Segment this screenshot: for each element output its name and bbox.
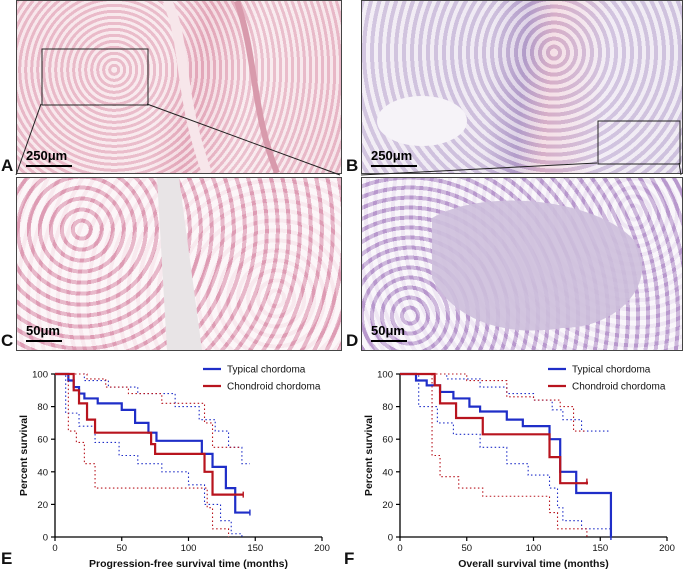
series-chondroid-ci-upper [400, 373, 587, 432]
x-tick-label: 150 [247, 543, 263, 554]
micrograph-d-texture [432, 200, 643, 331]
zoom-lines-b [360, 162, 682, 176]
x-tick-label: 100 [526, 543, 542, 554]
legend-label: Chondroid chordoma [227, 382, 321, 393]
y-tick-label: 60 [382, 435, 393, 446]
y-tick-label: 80 [382, 402, 393, 413]
panel-f: 0 20 40 60 80 100 0 50 100 150 200 Overall survival… [344, 353, 685, 571]
scale-bar-b: 250μm [371, 148, 417, 167]
y-tick-label: 40 [382, 467, 393, 478]
y-tick-label: 60 [37, 435, 48, 446]
series-chondroid-ci-lower [400, 373, 588, 537]
panel-e: 0 20 40 60 80 100 0 50 100 150 200 Progression-free… [0, 353, 345, 571]
scale-bar-a-line [26, 165, 72, 167]
zoom-lines-a [15, 103, 341, 176]
scale-bar-c-line [26, 340, 62, 342]
x-tick-label: 0 [397, 543, 402, 554]
x-tick-label: 100 [181, 543, 197, 554]
micrograph-b-texture [377, 96, 681, 165]
y-tick-label: 100 [377, 370, 393, 381]
legend-label: Typical chordoma [572, 365, 651, 376]
panel-label-c: C [1, 331, 14, 350]
x-tick-label: 0 [52, 543, 57, 554]
zoom-box-a [41, 48, 149, 106]
y-tick-label: 20 [382, 500, 393, 511]
x-axis-label: Progression-free survival time (months) [89, 558, 288, 570]
panel-b: 250μm B [345, 0, 685, 176]
micrograph-b [361, 0, 683, 174]
y-tick-label: 0 [43, 533, 48, 544]
x-tick-label: 200 [659, 543, 675, 554]
scale-bar-c: 50μm [26, 323, 62, 342]
y-tick-label: 40 [37, 467, 48, 478]
series-chondroid-line [400, 372, 588, 485]
scale-bar-d-label: 50μm [371, 323, 405, 338]
panel-d: 50μm D [345, 175, 685, 353]
panel-label-a: A [1, 156, 14, 175]
x-tick-label: 200 [314, 543, 330, 554]
panel-label-d: D [346, 331, 359, 350]
zoom-box-b [597, 120, 681, 165]
legend-label: Chondroid chordoma [572, 382, 666, 393]
scale-bar-a: 250μm [26, 148, 72, 167]
y-tick-label: 20 [37, 500, 48, 511]
y-axis-label: Percent survival [363, 415, 375, 496]
survival-chart-e: 0 20 40 60 80 100 0 50 100 150 200 Progression-free… [18, 365, 330, 571]
x-tick-label: 150 [592, 543, 608, 554]
panel-c: 50μm C [0, 175, 345, 353]
micrograph-a [16, 0, 342, 174]
x-tick-label: 50 [116, 543, 127, 554]
y-tick-label: 80 [37, 402, 48, 413]
scale-bar-b-line [371, 165, 417, 167]
micrograph-c [16, 177, 342, 351]
panel-label-f: F [344, 549, 355, 568]
panel-a: 250μm A [0, 0, 345, 176]
y-tick-label: 0 [388, 533, 393, 544]
series-typical-ci-lower [55, 373, 243, 537]
legend-label: Typical chordoma [227, 365, 306, 376]
scale-bar-d-line [371, 340, 407, 342]
micrograph-c-texture [157, 178, 202, 350]
x-tick-label: 50 [461, 543, 472, 554]
x-axis-label: Overall survival time (months) [458, 558, 609, 570]
series-typical-line [55, 372, 250, 514]
panel-label-b: B [346, 156, 359, 175]
panel-label-e: E [1, 549, 13, 568]
y-tick-label: 100 [32, 370, 48, 381]
micrograph-a-texture [41, 1, 280, 173]
scale-bar-a-label: 250μm [26, 148, 68, 163]
scale-bar-c-label: 50μm [26, 323, 60, 338]
series-typical-ci-upper [55, 373, 250, 465]
micrograph-d [361, 177, 683, 351]
survival-chart-f: 0 20 40 60 80 100 0 50 100 150 200 Overall survival… [363, 365, 675, 571]
y-axis-label: Percent survival [18, 415, 30, 496]
scale-bar-b-label: 250μm [371, 148, 413, 163]
series-chondroid-line [55, 372, 244, 496]
scale-bar-d: 50μm [371, 323, 407, 342]
series-chondroid-ci-lower [55, 373, 230, 537]
